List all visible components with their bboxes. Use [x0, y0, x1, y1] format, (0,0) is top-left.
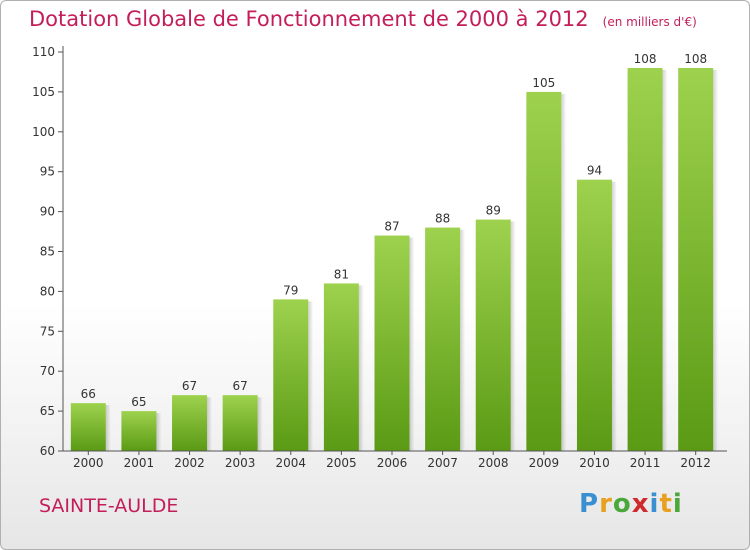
logo-letter: i [649, 489, 660, 519]
bar-shadow [308, 301, 314, 451]
bar-shadow [257, 397, 263, 451]
bar-shadow [561, 93, 567, 452]
bar-2010 [576, 179, 612, 451]
chart-title-text: Dotation Globale de Fonctionnement de 20… [29, 7, 589, 31]
data-label-2007: 88 [435, 212, 450, 226]
data-label-2003: 67 [233, 379, 248, 393]
x-tick-label-2003: 2003 [225, 456, 256, 470]
y-tick-label: 105 [32, 85, 55, 99]
logo-letter: x [631, 489, 650, 519]
logo-letter: i [672, 489, 683, 519]
logo-letter: t [659, 489, 673, 519]
x-tick-label-2007: 2007 [427, 456, 458, 470]
bar-shadow [105, 405, 111, 451]
y-tick-label: 85 [40, 245, 55, 259]
bar-2011 [627, 67, 663, 452]
x-tick-label-2010: 2010 [579, 456, 610, 470]
x-tick-label-2005: 2005 [326, 456, 357, 470]
bar-2003 [222, 395, 258, 451]
chart-unit: (en milliers d'€) [602, 15, 697, 29]
y-tick-label: 100 [32, 125, 55, 139]
bar-shadow [358, 285, 364, 451]
data-label-2002: 67 [182, 379, 197, 393]
logo-letter: o [612, 489, 632, 519]
bar-shadow [510, 221, 516, 451]
x-tick-label-2012: 2012 [680, 456, 711, 470]
commune-name: SAINTE-AULDE [39, 495, 179, 517]
chart-title: Dotation Globale de Fonctionnement de 20… [29, 7, 697, 31]
data-label-2008: 89 [486, 204, 501, 218]
bar-shadow [156, 413, 162, 451]
bar-2005 [323, 283, 359, 451]
bar-shadow [460, 229, 466, 451]
y-tick-label: 95 [40, 165, 55, 179]
y-tick-label: 70 [40, 364, 55, 378]
x-tick-label-2004: 2004 [275, 456, 306, 470]
data-label-2005: 81 [334, 267, 349, 281]
bar-2012 [678, 67, 714, 452]
bar-2007 [425, 227, 461, 451]
y-tick-label: 80 [40, 284, 55, 298]
x-tick-label-2006: 2006 [377, 456, 408, 470]
bar-2009 [526, 91, 562, 452]
x-tick-label-2009: 2009 [529, 456, 560, 470]
bar-2004 [273, 299, 309, 451]
x-tick-label-2001: 2001 [124, 456, 155, 470]
x-tick-label-2002: 2002 [174, 456, 205, 470]
data-label-2001: 65 [131, 395, 146, 409]
data-label-2011: 108 [634, 52, 657, 66]
data-label-2010: 94 [587, 164, 602, 178]
data-label-2012: 108 [684, 52, 707, 66]
bar-shadow [409, 237, 415, 451]
logo-letter: P [579, 489, 600, 519]
logo-letter: r [599, 489, 613, 519]
data-label-2009: 105 [532, 76, 555, 90]
bar-shadow [207, 397, 213, 451]
bar-shadow [611, 181, 617, 451]
y-tick-label: 60 [40, 444, 55, 458]
data-label-2006: 87 [384, 220, 399, 234]
x-tick-label-2008: 2008 [478, 456, 509, 470]
bar-shadow [662, 69, 668, 452]
bar-2006 [374, 235, 410, 451]
bar-2000 [70, 403, 106, 451]
x-tick-label-2011: 2011 [630, 456, 661, 470]
data-label-2000: 66 [81, 387, 96, 401]
y-tick-label: 90 [40, 205, 55, 219]
bar-2008 [475, 219, 511, 451]
y-tick-label: 75 [40, 324, 55, 338]
bar-2002 [172, 395, 208, 451]
y-tick-label: 110 [32, 45, 55, 59]
bar-2001 [121, 411, 157, 451]
y-tick-label: 65 [40, 404, 55, 418]
x-tick-label-2000: 2000 [73, 456, 104, 470]
data-label-2004: 79 [283, 283, 298, 297]
proxiti-logo: Proxiti [579, 489, 683, 519]
bar-shadow [713, 69, 719, 452]
